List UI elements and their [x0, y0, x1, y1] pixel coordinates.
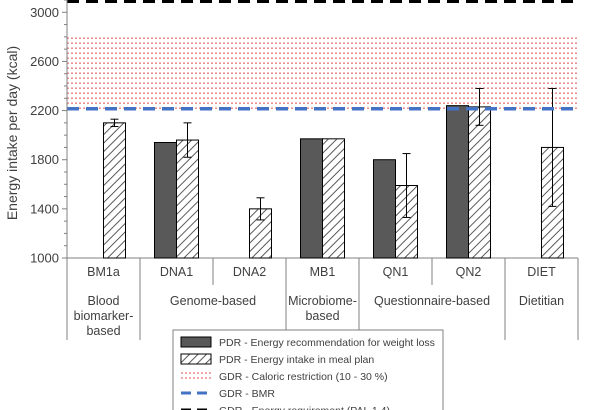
bar-meal-plan-intake	[322, 138, 345, 259]
legend-entry: GDR - Energy requirement (PAL 1.4)	[219, 405, 390, 410]
y-tick-label: 1000	[30, 251, 59, 266]
category-label: DNA1	[160, 265, 193, 279]
group-label: Microbiome-	[288, 294, 357, 308]
category-label: DNA2	[233, 265, 266, 279]
y-tick-label: 3000	[30, 5, 59, 20]
legend-entry: GDR - Caloric restriction (10 - 30 %)	[219, 371, 388, 383]
y-axis-title: Energy intake per day (kcal)	[4, 46, 20, 220]
legend-box	[172, 329, 444, 410]
reference-lines	[67, 0, 578, 111]
category-label: MB1	[310, 265, 336, 279]
category-label: QN1	[383, 265, 409, 279]
legend-entry: GDR - BMR	[219, 388, 275, 400]
legend-entry: PDR - Energy recommendation for weight l…	[219, 337, 435, 349]
caloric-restriction-band	[67, 37, 578, 109]
bar-energy-recommendation	[373, 159, 396, 259]
y-tick-label: 2600	[30, 54, 59, 69]
group-label: biomarker-	[74, 309, 134, 323]
bar-energy-recommendation	[446, 105, 469, 259]
bars	[103, 105, 564, 259]
category-label: BM1a	[87, 265, 120, 279]
y-axis: 1000 1400 1800 2200 2600 3000 Energy intake pe…	[4, 0, 68, 266]
y-tick-label: 1800	[30, 152, 59, 167]
legend: PDR - Energy recommendation for weight l…	[172, 329, 444, 410]
category-label: DIET	[527, 265, 556, 279]
legend-entry: PDR - Energy intake in meal plan	[219, 354, 374, 366]
group-label: Dietitian	[519, 294, 564, 308]
legend-swatch-hatched	[180, 353, 212, 365]
x-axis-categories: BM1a DNA1 DNA2 MB1 QN1 QN2 DIET Bloodbiomarker-…	[74, 265, 564, 338]
group-label: Blood	[88, 294, 120, 308]
bar-meal-plan-intake	[468, 106, 491, 259]
group-label: based	[86, 324, 120, 338]
group-label: based	[305, 309, 339, 323]
bar-meal-plan-intake	[103, 122, 126, 259]
legend-swatch-solid	[180, 336, 212, 348]
category-label: QN2	[456, 265, 482, 279]
group-label: Genome-based	[170, 294, 256, 308]
y-tick-label: 2200	[30, 103, 59, 118]
y-tick-label: 1400	[30, 201, 59, 216]
bar-energy-recommendation	[154, 142, 177, 259]
group-label: Questionnaire-based	[374, 294, 490, 308]
bar-energy-recommendation	[300, 138, 323, 259]
